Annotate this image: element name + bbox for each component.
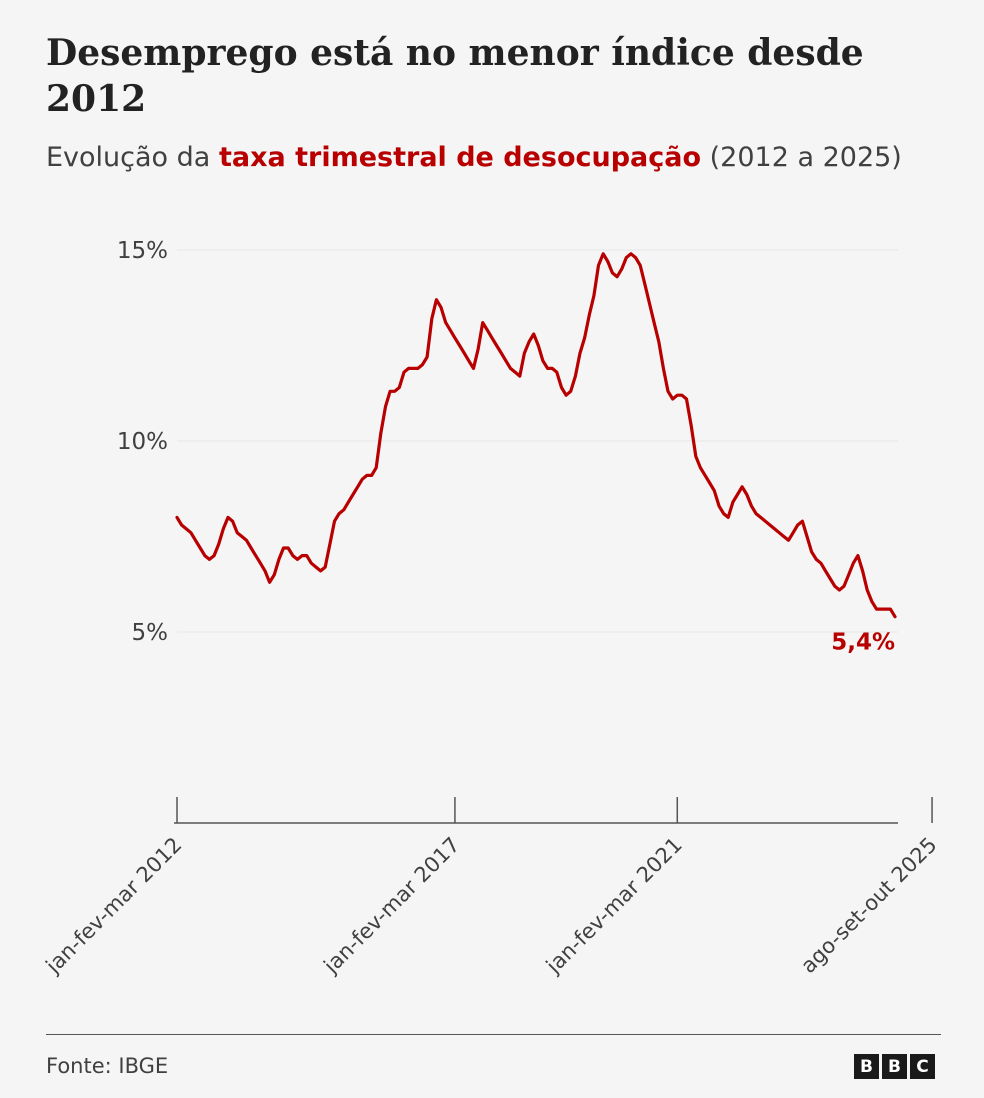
y-tick-label: 5% bbox=[132, 620, 169, 646]
chart-subtitle: Evolução da taxa trimestral de desocupaç… bbox=[46, 138, 966, 178]
bbc-logo-letter: B bbox=[882, 1054, 907, 1079]
label-layer: 5% 10% 15% jan-fev-mar 2012 jan-fev-mar 2017… bbox=[41, 238, 942, 979]
subtitle-highlight: taxa trimestral de desocupação bbox=[218, 142, 702, 173]
series-layer bbox=[175, 252, 897, 619]
bbc-logo-letter: C bbox=[910, 1054, 935, 1079]
bbc-logo-letter: B bbox=[854, 1054, 879, 1079]
x-tick-label: jan-fev-mar 2021 bbox=[541, 833, 687, 979]
series-line bbox=[175, 252, 897, 619]
x-tick-label: jan-fev-mar 2012 bbox=[41, 833, 187, 979]
subtitle-suffix: (2012 a 2025) bbox=[701, 142, 902, 173]
x-axis bbox=[174, 797, 933, 824]
x-tick-label: ago-set-out 2025 bbox=[796, 833, 941, 978]
chart-title: Desemprego está no menor índice desde 20… bbox=[46, 32, 864, 120]
subtitle-prefix: Evolução da bbox=[46, 142, 219, 173]
x-tick-label: jan-fev-mar 2017 bbox=[318, 833, 464, 979]
end-value-label: 5,4% bbox=[831, 630, 895, 656]
bbc-logo: B B C bbox=[854, 1054, 935, 1079]
footer-divider bbox=[46, 1034, 941, 1035]
grid-layer bbox=[177, 249, 898, 633]
y-tick-label: 15% bbox=[117, 238, 168, 264]
source-note: Fonte: IBGE bbox=[46, 1054, 169, 1078]
y-tick-label: 10% bbox=[117, 429, 168, 455]
